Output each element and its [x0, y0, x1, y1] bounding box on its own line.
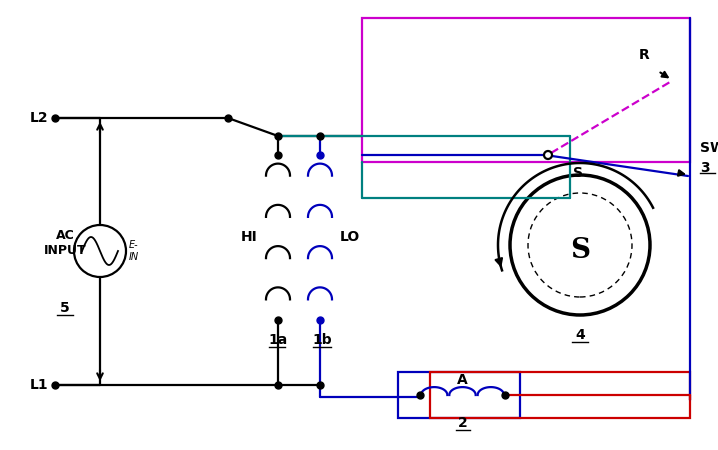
Text: L1: L1: [29, 378, 48, 392]
Text: HI: HI: [241, 230, 258, 244]
Text: L2: L2: [29, 111, 48, 125]
Bar: [398, 372, 520, 418]
Text: E-
IN: E- IN: [129, 240, 139, 262]
Text: AC
INPUT: AC INPUT: [44, 229, 86, 257]
Text: R: R: [638, 48, 649, 62]
Text: 1b: 1b: [312, 333, 332, 347]
Text: 2: 2: [457, 416, 467, 430]
Text: 5: 5: [60, 301, 70, 315]
Text: LO: LO: [340, 230, 360, 244]
Text: A: A: [457, 373, 468, 387]
Text: S: S: [573, 166, 583, 180]
Bar: [362, 18, 690, 162]
Text: SW: SW: [700, 141, 718, 155]
Text: 4: 4: [575, 328, 585, 342]
Text: 3: 3: [700, 161, 709, 175]
Circle shape: [544, 151, 552, 159]
Text: S: S: [570, 237, 590, 264]
Bar: [430, 372, 690, 418]
Text: 1a: 1a: [269, 333, 288, 347]
